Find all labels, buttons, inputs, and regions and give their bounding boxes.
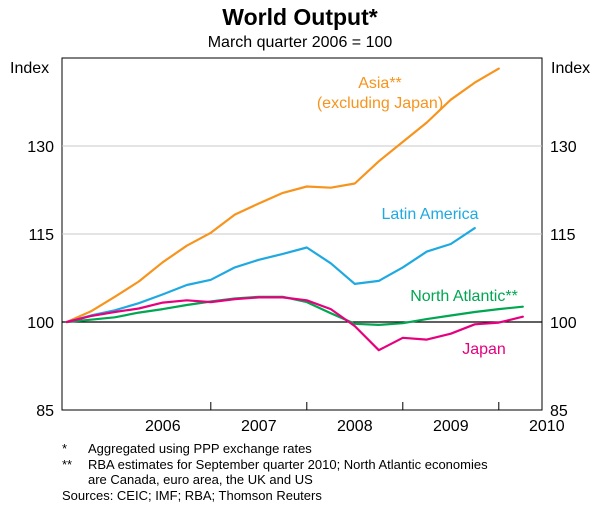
x-tick-label-2010: 2010 [529, 418, 565, 435]
series-label-north-atlantic: North Atlantic** [410, 288, 518, 305]
footnote-2-line-1: RBA estimates for September quarter 2010… [88, 456, 488, 472]
footnote-1-text: Aggregated using PPP exchange rates [88, 441, 312, 456]
footnote-2-line-2: are Canada, euro area, the UK and US [88, 472, 313, 487]
x-tick-label-2009: 2009 [433, 418, 469, 435]
chart-subtitle: March quarter 2006 = 100 [207, 34, 393, 51]
series-label-asia: Asia** [358, 75, 402, 92]
y-tick-left-130: 130 [27, 139, 54, 156]
footnote-1: * Aggregated using PPP exchange rates [62, 441, 488, 457]
y-tick-right-85: 85 [550, 403, 568, 420]
series-label-asia-line-2: (excluding Japan) [317, 95, 443, 112]
line-chart: 85 85 100 100 115 115 130 130 2006 2007 2008 2009 20… [27, 57, 577, 435]
series-line-latin-america [65, 227, 476, 324]
footnotes: * Aggregated using PPP exchange rates **… [62, 441, 488, 503]
y-axis-label-left: Index [10, 60, 50, 77]
y-tick-left-115: 115 [28, 227, 54, 244]
y-tick-left-100: 100 [27, 315, 54, 332]
x-tick-label-2007: 2007 [241, 418, 277, 435]
series-label-japan: Japan [462, 341, 506, 358]
footnote-2-text: RBA estimates for September quarter 2010… [88, 457, 488, 488]
y-tick-right-130: 130 [550, 139, 577, 156]
y-tick-right-115: 115 [550, 227, 576, 244]
y-tick-left-85: 85 [36, 403, 54, 420]
footnote-2-mark: ** [62, 456, 73, 472]
sources: Sources: CEIC; IMF; RBA; Thomson Reuters [62, 488, 488, 504]
series-line-japan [65, 296, 524, 352]
series-line-asia [65, 67, 500, 324]
footnote-1-mark: * [62, 441, 68, 456]
chart-title: World Output* [222, 4, 378, 30]
sources-text: Sources: CEIC; IMF; RBA; Thomson Reuters [62, 487, 322, 503]
footnote-2: ** RBA estimates for September quarter 2… [62, 457, 488, 488]
y-tick-right-100: 100 [550, 315, 577, 332]
y-axis-label-right: Index [551, 60, 591, 77]
x-tick-label-2008: 2008 [337, 418, 373, 435]
series-label-latin-america: Latin America [382, 206, 479, 223]
x-tick-label-2006: 2006 [145, 418, 181, 435]
